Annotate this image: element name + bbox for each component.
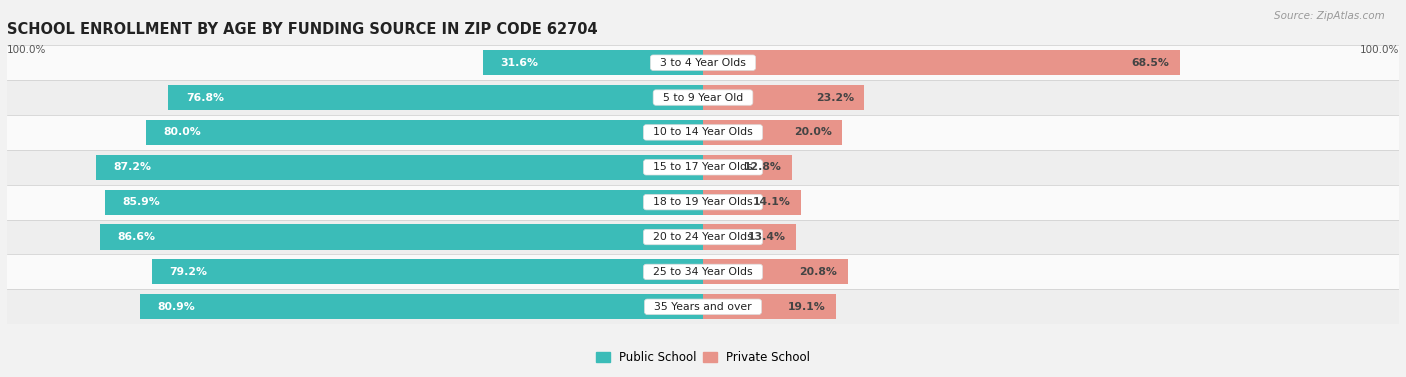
Text: 80.9%: 80.9%: [157, 302, 195, 312]
Text: Source: ZipAtlas.com: Source: ZipAtlas.com: [1274, 11, 1385, 21]
Text: 25 to 34 Year Olds: 25 to 34 Year Olds: [647, 267, 759, 277]
Text: 13.4%: 13.4%: [748, 232, 786, 242]
Text: 10 to 14 Year Olds: 10 to 14 Year Olds: [647, 127, 759, 138]
Bar: [7, 289, 1399, 324]
Bar: [146, 120, 703, 145]
Bar: [703, 190, 801, 215]
Text: SCHOOL ENROLLMENT BY AGE BY FUNDING SOURCE IN ZIP CODE 62704: SCHOOL ENROLLMENT BY AGE BY FUNDING SOUR…: [7, 22, 598, 37]
Text: 20.8%: 20.8%: [800, 267, 838, 277]
Bar: [169, 85, 703, 110]
Text: 80.0%: 80.0%: [163, 127, 201, 138]
Bar: [7, 150, 1399, 185]
Text: 18 to 19 Year Olds: 18 to 19 Year Olds: [647, 197, 759, 207]
Bar: [703, 224, 796, 250]
Text: 20.0%: 20.0%: [794, 127, 832, 138]
Bar: [484, 50, 703, 75]
Text: 3 to 4 Year Olds: 3 to 4 Year Olds: [652, 58, 754, 68]
Bar: [703, 120, 842, 145]
Text: 15 to 17 Year Olds: 15 to 17 Year Olds: [647, 162, 759, 172]
Bar: [703, 85, 865, 110]
Bar: [703, 155, 792, 180]
Text: 5 to 9 Year Old: 5 to 9 Year Old: [655, 92, 751, 103]
Text: 20 to 24 Year Olds: 20 to 24 Year Olds: [647, 232, 759, 242]
Bar: [7, 80, 1399, 115]
Bar: [96, 155, 703, 180]
Text: 87.2%: 87.2%: [114, 162, 152, 172]
Text: 79.2%: 79.2%: [169, 267, 207, 277]
Bar: [7, 254, 1399, 290]
Bar: [7, 115, 1399, 150]
Bar: [100, 224, 703, 250]
Bar: [105, 190, 703, 215]
Text: 100.0%: 100.0%: [1360, 45, 1399, 55]
Text: 35 Years and over: 35 Years and over: [647, 302, 759, 312]
Text: 12.8%: 12.8%: [744, 162, 782, 172]
Bar: [703, 259, 848, 285]
Text: 23.2%: 23.2%: [815, 92, 853, 103]
Bar: [703, 50, 1180, 75]
Bar: [7, 185, 1399, 219]
Text: 31.6%: 31.6%: [501, 58, 538, 68]
Bar: [7, 219, 1399, 254]
Bar: [141, 294, 703, 319]
Text: 100.0%: 100.0%: [7, 45, 46, 55]
Text: 86.6%: 86.6%: [118, 232, 156, 242]
Bar: [152, 259, 703, 285]
Text: 14.1%: 14.1%: [752, 197, 790, 207]
Bar: [7, 45, 1399, 80]
Text: 85.9%: 85.9%: [122, 197, 160, 207]
Legend: Public School, Private School: Public School, Private School: [591, 346, 815, 369]
Text: 76.8%: 76.8%: [186, 92, 224, 103]
Text: 68.5%: 68.5%: [1132, 58, 1170, 68]
Text: 19.1%: 19.1%: [787, 302, 825, 312]
Bar: [703, 294, 837, 319]
